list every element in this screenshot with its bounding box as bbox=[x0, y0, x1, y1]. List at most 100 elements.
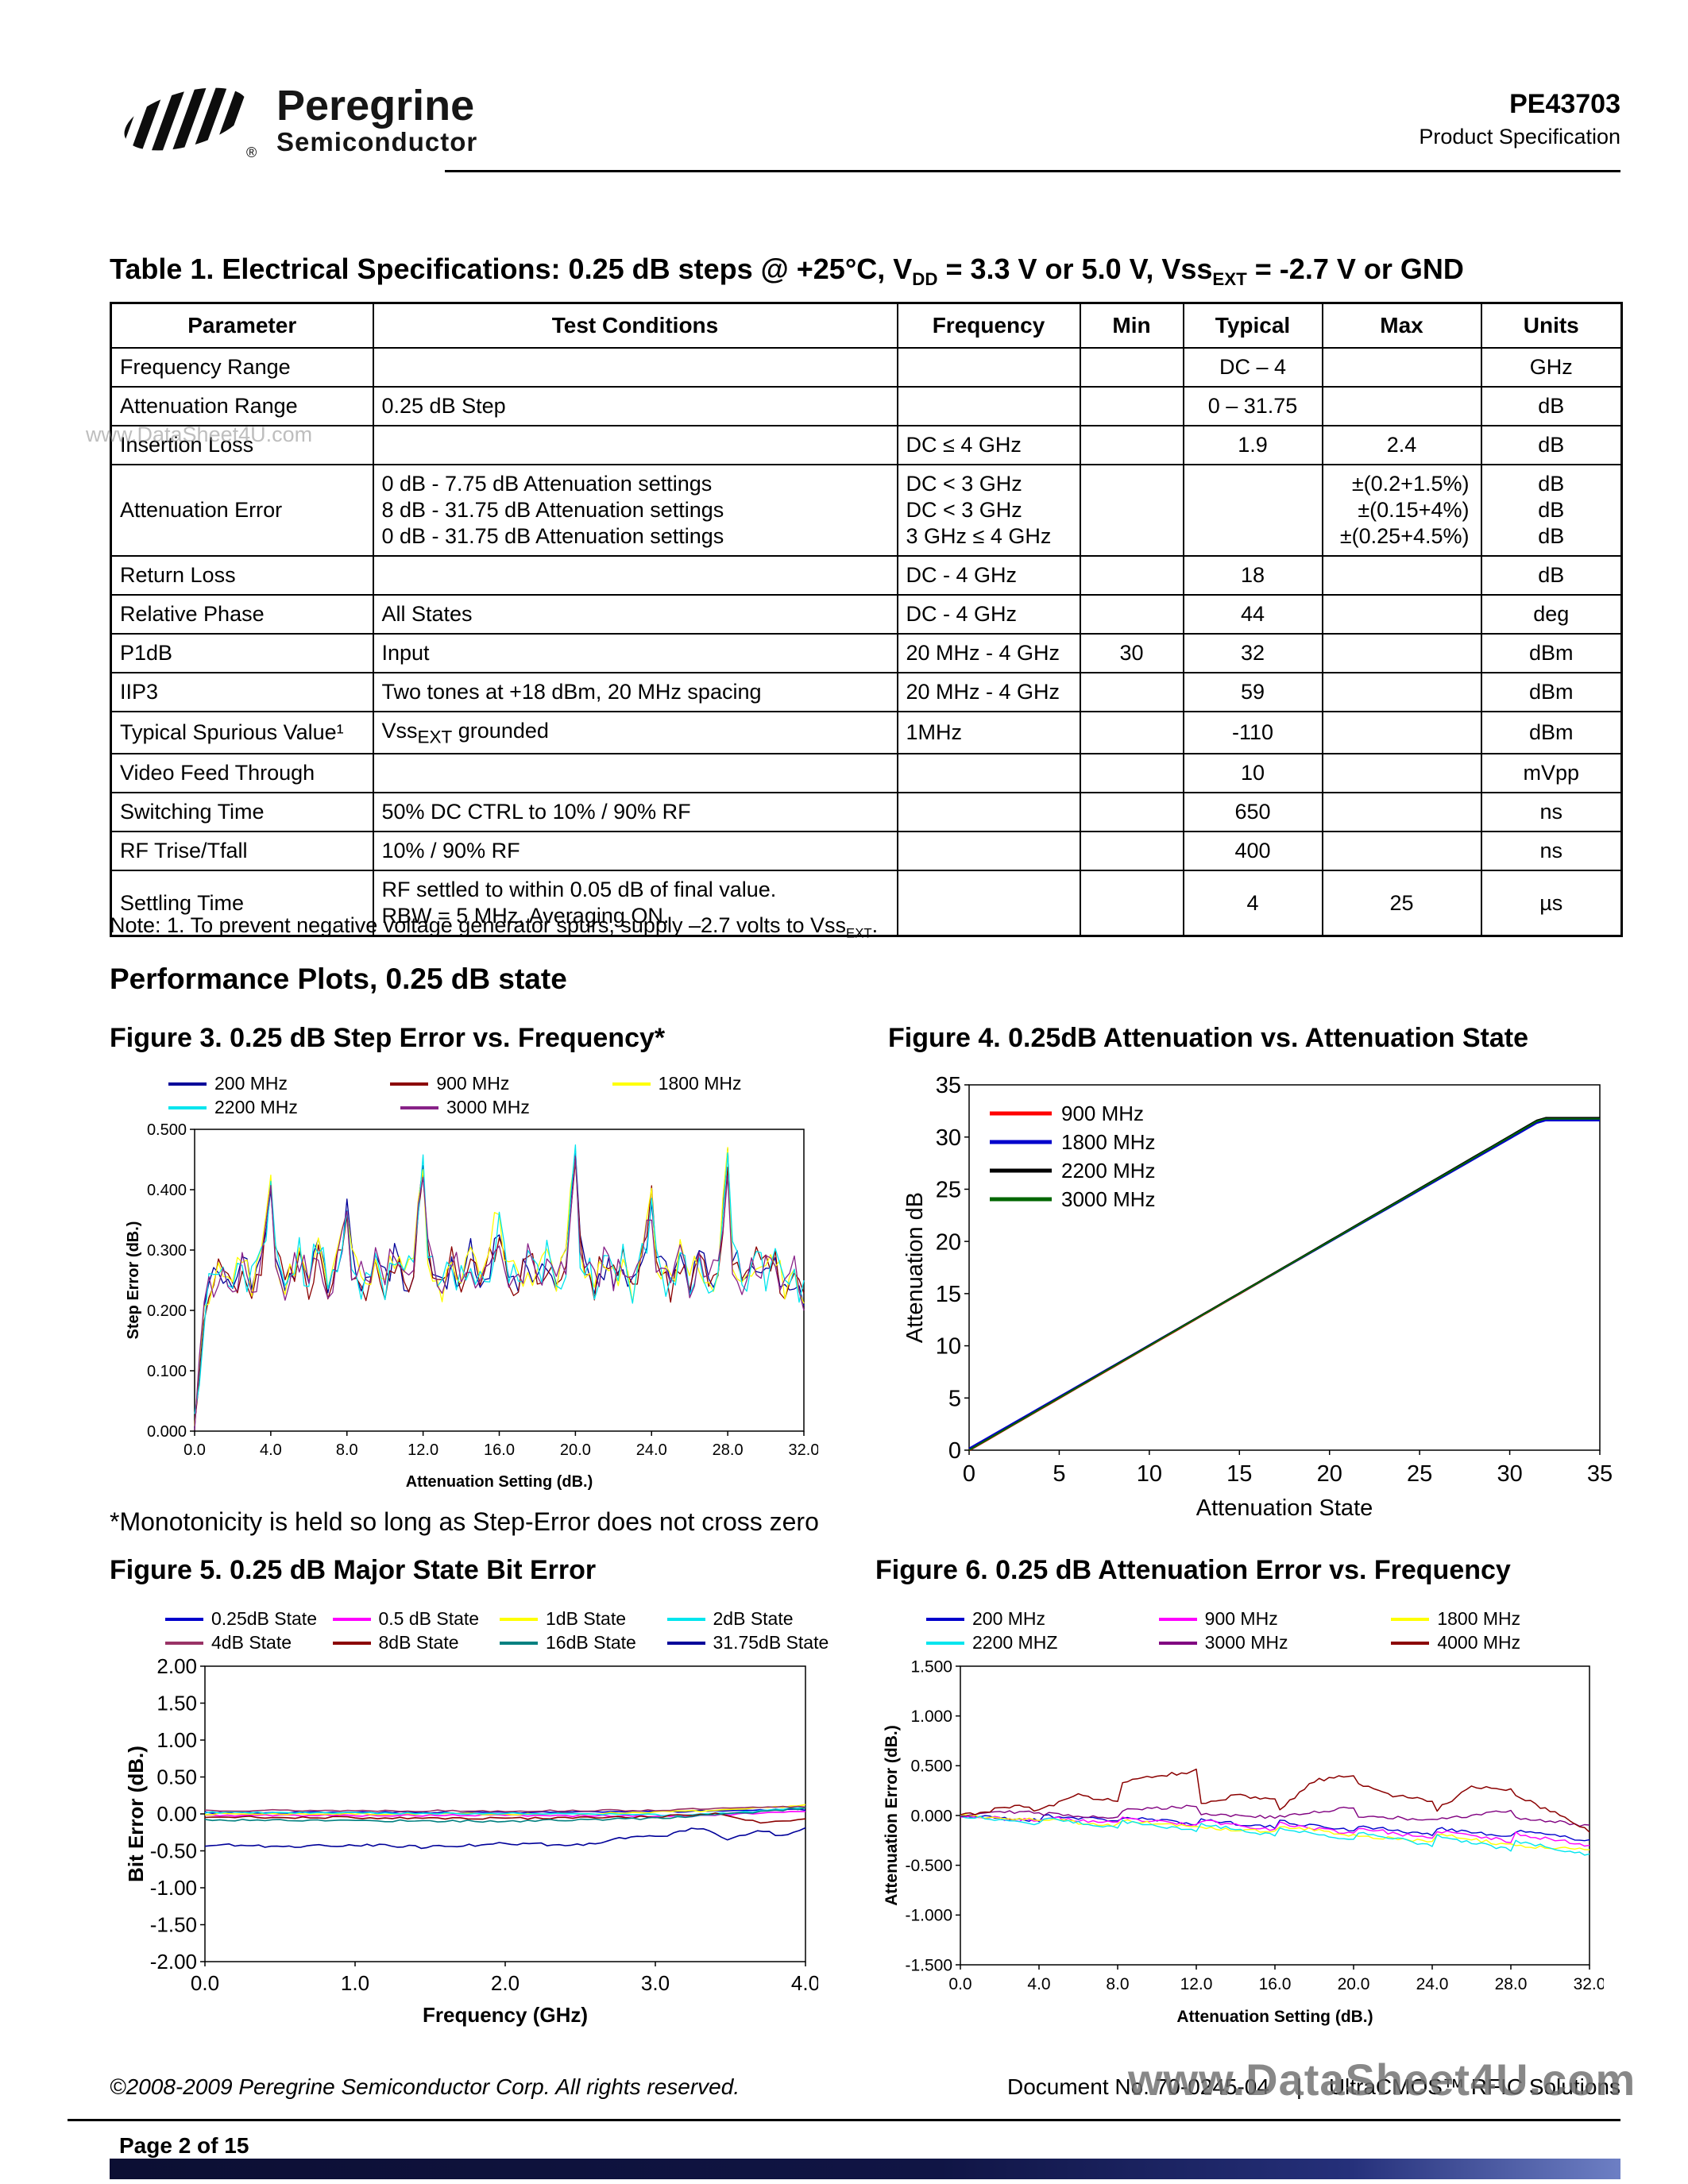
table-cell bbox=[1079, 593, 1184, 635]
watermark-small: www.DataSheet4U.com bbox=[86, 423, 313, 446]
svg-text:5: 5 bbox=[1053, 1461, 1065, 1487]
legend-entry: 3000 MHz bbox=[1158, 1632, 1392, 1653]
table-cell: 30 bbox=[1079, 632, 1184, 673]
table-cell bbox=[1079, 753, 1184, 794]
svg-text:0.00: 0.00 bbox=[156, 1802, 197, 1826]
figure6-legend: 200 MHz 900 MHz 1800 MHz 2200 MHZ 3000 MHz 40… bbox=[926, 1608, 1624, 1653]
table-row: Video Feed Through 10 mVpp bbox=[110, 753, 1623, 794]
svg-text:15: 15 bbox=[1226, 1461, 1252, 1487]
table-cell bbox=[1321, 710, 1482, 755]
svg-text:20: 20 bbox=[1317, 1461, 1342, 1487]
legend-label: 2dB State bbox=[713, 1608, 794, 1629]
legend-line-swatch bbox=[390, 1082, 429, 1086]
table-row: RF Trise/Tfall 10% / 90% RF 400 ns bbox=[110, 831, 1623, 872]
table-cell bbox=[896, 347, 1081, 388]
registered-mark-icon: ® bbox=[246, 145, 257, 160]
svg-text:1.50: 1.50 bbox=[156, 1692, 197, 1715]
svg-text:20.0: 20.0 bbox=[560, 1441, 591, 1459]
legend-entry: 31.75dB State bbox=[666, 1632, 835, 1653]
table-cell: P1dB bbox=[110, 632, 374, 673]
legend-line-swatch bbox=[926, 1641, 964, 1645]
legend-line-swatch bbox=[332, 1641, 371, 1645]
svg-text:32.0: 32.0 bbox=[1574, 1975, 1604, 1993]
table-cell: Frequency Range bbox=[110, 347, 374, 388]
svg-text:1800 MHz: 1800 MHz bbox=[1061, 1130, 1156, 1154]
legend-label: 0.5 dB State bbox=[378, 1608, 480, 1629]
table-cell: All States bbox=[372, 593, 898, 635]
legend-line-swatch bbox=[168, 1082, 207, 1086]
table-cell bbox=[372, 753, 898, 794]
legend-label: 0.25dB State bbox=[211, 1608, 317, 1629]
doc-type: Product Specification bbox=[1419, 125, 1620, 149]
svg-text:35: 35 bbox=[936, 1073, 961, 1098]
svg-text:0.0: 0.0 bbox=[948, 1975, 971, 1993]
table-cell: DC – 4 bbox=[1182, 347, 1323, 388]
fig6-plot: 0.0 4.0 8.0 12.0 16.0 20.0 24.0 28.0 32.0 -1.500 -… bbox=[883, 1657, 1605, 2026]
svg-text:20.0: 20.0 bbox=[1338, 1975, 1370, 1993]
legend-line-swatch bbox=[612, 1082, 651, 1086]
table-row: Frequency Range DC – 4 GHz bbox=[110, 347, 1623, 388]
table-cell bbox=[896, 831, 1081, 872]
figure5-plot-area: 0.0 1.0 2.0 3.0 4.0 -2.00 -1.50 -1.00 -0.50 0.00 0… bbox=[119, 1654, 834, 2034]
column-header: Typical bbox=[1182, 302, 1323, 349]
table-cell: RF settled to within 0.05 dB of final va… bbox=[372, 870, 898, 937]
svg-text:0.000: 0.000 bbox=[147, 1423, 187, 1441]
svg-text:12.0: 12.0 bbox=[408, 1441, 438, 1459]
table-cell: Attenuation Range bbox=[110, 386, 374, 427]
peregrine-logo-mark: ® bbox=[118, 83, 257, 162]
table-cell: -110 bbox=[1182, 710, 1323, 755]
table-cell: 1.9 bbox=[1182, 425, 1323, 465]
table-cell bbox=[1079, 425, 1184, 465]
table-cell: GHz bbox=[1480, 347, 1623, 388]
svg-text:16.0: 16.0 bbox=[1259, 1975, 1292, 1993]
column-header: Parameter bbox=[110, 302, 374, 349]
table-cell: DC < 3 GHz DC < 3 GHz 3 GHz ≤ 4 GHz bbox=[896, 463, 1081, 557]
svg-text:0.500: 0.500 bbox=[147, 1121, 187, 1139]
svg-text:-1.000: -1.000 bbox=[905, 1907, 952, 1925]
table-cell bbox=[1321, 792, 1482, 833]
svg-text:Attenuation Error (dB.): Attenuation Error (dB.) bbox=[883, 1725, 901, 1905]
svg-text:-1.00: -1.00 bbox=[150, 1876, 197, 1900]
figure6-chart: 200 MHz 900 MHz 1800 MHz 2200 MHZ 3000 MHz 40… bbox=[877, 1606, 1624, 2034]
table-cell: 10% / 90% RF bbox=[372, 831, 898, 872]
legend-label: 900 MHz bbox=[1204, 1608, 1278, 1629]
table-cell bbox=[896, 792, 1081, 833]
table-cell: 10 bbox=[1182, 753, 1323, 794]
table-cell: ±(0.2+1.5%) ±(0.15+4%) ±(0.25+4.5%) bbox=[1321, 463, 1482, 557]
figure5-legend: 0.25dB State 0.5 dB State 1dB State 2dB Sta… bbox=[165, 1608, 834, 1653]
table-cell bbox=[1079, 792, 1184, 833]
figure3-chart: 200 MHz 900 MHz 1800 MHz 2200 MHz 3000 MHz 0… bbox=[119, 1071, 834, 1499]
table-cell: Switching Time bbox=[110, 792, 374, 833]
table-title-sub-vss: EXT bbox=[1212, 269, 1247, 290]
legend-entry: 200 MHz bbox=[926, 1608, 1159, 1630]
solutions-tagline: UltraCMOS™ RFIC Solutions bbox=[1328, 2074, 1620, 2099]
legend-line-swatch bbox=[165, 1617, 203, 1621]
svg-text:Attenuation Setting (dB.): Attenuation Setting (dB.) bbox=[406, 1473, 593, 1491]
figure5-title: Figure 5. 0.25 dB Major State Bit Error bbox=[110, 1555, 597, 1585]
svg-text:24.0: 24.0 bbox=[1416, 1975, 1449, 1993]
svg-text:28.0: 28.0 bbox=[713, 1441, 744, 1459]
legend-label: 900 MHz bbox=[436, 1073, 510, 1094]
table-row: Attenuation Range 0.25 dB Step 0 – 31.75 … bbox=[110, 386, 1623, 427]
brand-name: Peregrine bbox=[276, 82, 475, 129]
legend-entry: 2200 MHZ bbox=[926, 1632, 1159, 1653]
fig3-plot: 0.0 4.0 8.0 12.0 16.0 20.0 24.0 28.0 32.0 0.000 0.… bbox=[125, 1121, 819, 1491]
section-heading: Performance Plots, 0.25 dB state bbox=[110, 963, 567, 995]
table-cell: IIP3 bbox=[110, 671, 374, 712]
table-row: Relative Phase All States DC - 4 GHz 44 de… bbox=[110, 593, 1623, 635]
legend-label: 31.75dB State bbox=[713, 1632, 829, 1653]
table-cell: dB bbox=[1480, 554, 1623, 596]
svg-text:1.000: 1.000 bbox=[910, 1707, 952, 1726]
table-cell: Insertion Loss bbox=[110, 425, 374, 465]
table-cell bbox=[1079, 870, 1184, 937]
table-cell: 18 bbox=[1182, 554, 1323, 596]
figure5-chart: 0.25dB State 0.5 dB State 1dB State 2dB Sta… bbox=[119, 1606, 834, 2034]
table-cell: 2.4 bbox=[1321, 425, 1482, 465]
figure4-plot-area: 0 5 10 15 20 25 30 35 0 5 10 15 20 25 30 35 Attenuation … bbox=[896, 1072, 1620, 1527]
svg-text:0.300: 0.300 bbox=[147, 1242, 187, 1260]
svg-text:28.0: 28.0 bbox=[1495, 1975, 1528, 1993]
svg-text:25: 25 bbox=[936, 1178, 961, 1203]
footer-rule bbox=[68, 2119, 1620, 2121]
column-header: Max bbox=[1321, 302, 1482, 349]
svg-text:32.0: 32.0 bbox=[789, 1441, 818, 1459]
